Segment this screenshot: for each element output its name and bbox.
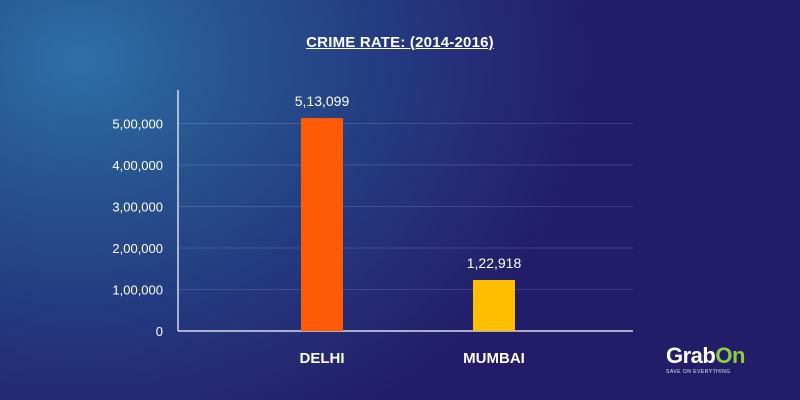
y-tick-label: 3,00,000: [112, 200, 163, 215]
y-tick-labels: 0 1,00,000 2,00,000 3,00,000 4,00,000 5,00,00…: [112, 117, 163, 340]
logo-text-on: On: [715, 343, 745, 368]
axes: [177, 90, 633, 332]
gridlines: [178, 123, 633, 290]
bar-delhi: [301, 118, 343, 332]
value-label-mumbai: 1,22,918: [467, 255, 522, 271]
x-tick-label-delhi: DELHI: [300, 350, 345, 367]
value-label-delhi: 5,13,099: [295, 93, 350, 109]
grabon-logo: GrabOn SAVE ON EVERYTHING: [666, 343, 766, 376]
logo-text-grab: Grab: [666, 343, 716, 368]
bars: [301, 118, 515, 332]
logo-tagline: SAVE ON EVERYTHING: [666, 369, 731, 375]
chart-title: CRIME RATE: (2014-2016): [306, 34, 494, 51]
value-labels: 5,13,099 1,22,918: [295, 93, 522, 271]
y-tick-label: 5,00,000: [112, 117, 163, 132]
x-tick-labels: DELHI MUMBAI: [300, 350, 525, 367]
y-tick-label: 1,00,000: [112, 283, 163, 298]
bar-mumbai: [473, 279, 515, 331]
y-tick-label: 2,00,000: [112, 241, 163, 256]
y-tick-label: 0: [156, 324, 163, 339]
x-tick-label-mumbai: MUMBAI: [463, 350, 525, 367]
y-tick-label: 4,00,000: [112, 158, 163, 173]
